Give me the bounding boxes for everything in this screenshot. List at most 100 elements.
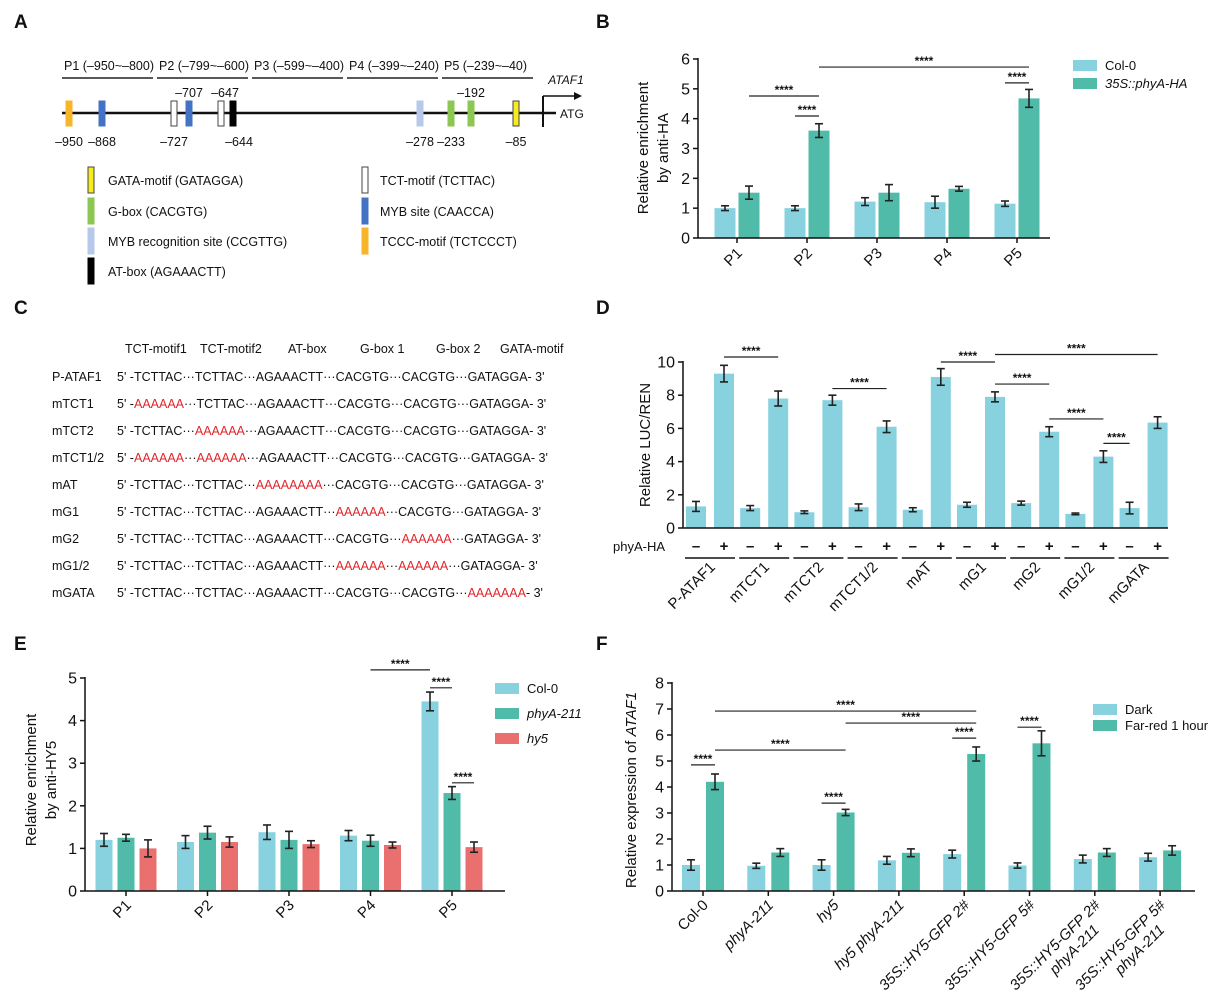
bar: [1008, 865, 1027, 891]
bar: [362, 840, 379, 891]
y-axis-label: Relative enrichment: [635, 81, 652, 214]
sequence-prefix: 5' -: [117, 505, 134, 519]
sequence-row: 5' -TCTTAC···TCTTAC···AGAAACTT···AAAAAA·…: [117, 505, 541, 519]
sequence-gap: ···: [389, 586, 402, 600]
sequence-gap: ···: [455, 370, 468, 384]
bar: [1119, 508, 1140, 528]
column-header: G-box 2: [436, 342, 481, 356]
sequence-row: 5' -TCTTAC···TCTTAC···AAAAAAAA···CACGTG·…: [117, 478, 544, 492]
legend-swatch-tct: [361, 166, 369, 194]
treatment-sign: –: [1071, 538, 1079, 555]
sequence-gap: ···: [323, 559, 336, 573]
significance-stars: ****: [1008, 70, 1027, 84]
significance-stars: ****: [1020, 714, 1039, 728]
sequence-gap: ···: [245, 424, 258, 438]
treatment-sign: –: [963, 538, 971, 555]
treatment-sign: –: [800, 538, 808, 555]
sequence-gap: ···: [243, 532, 256, 546]
bar: [682, 865, 700, 891]
legend-swatch: [1093, 704, 1117, 715]
treatment-sign: +: [1153, 538, 1162, 555]
legend-swatch-gata: [87, 166, 95, 194]
motif-position-label: –647: [211, 86, 239, 100]
sequence-gap: ···: [323, 370, 336, 384]
bar: [738, 192, 760, 238]
sequence-suffix: - 3': [529, 397, 546, 411]
x-tick-label: P5: [1001, 245, 1026, 270]
y-axis-label-part: Relative expression of: [623, 736, 640, 888]
x-tick-label: mAT: [902, 559, 936, 593]
bar: [1011, 503, 1032, 528]
treatment-sign: –: [692, 538, 700, 555]
legend-swatch: [495, 708, 519, 719]
motif-position-label: –278: [406, 135, 434, 149]
sequence-gap: ···: [323, 532, 336, 546]
motif-segment: GATAGGA: [461, 559, 522, 573]
bar: [822, 400, 843, 528]
bar: [877, 860, 896, 891]
y-axis-label-part: ATAF1: [623, 692, 640, 737]
construct-name: mTCT2: [52, 424, 94, 438]
y-tick-label: 4: [666, 454, 675, 471]
sequence-gap: ···: [182, 586, 195, 600]
legend-label: 35S::phyA-HA: [1105, 76, 1187, 91]
bar: [280, 839, 298, 891]
x-tick-label: P-ATAF1: [665, 559, 719, 613]
mutated-segment: AAAAAAAA: [256, 478, 323, 492]
significance-stars: ****: [850, 376, 869, 390]
bar: [876, 426, 897, 528]
x-tick-label: hy5: [813, 896, 843, 926]
motif-segment: CACGTG: [339, 451, 392, 465]
motif-at-marker: [229, 100, 237, 127]
sequence-gap: ···: [448, 559, 461, 573]
y-tick-label: 8: [655, 676, 664, 693]
bar: [302, 844, 320, 891]
significance-stars: ****: [771, 737, 790, 751]
sequence-suffix: - 3': [526, 586, 543, 600]
x-tick-label: P1: [721, 245, 746, 270]
sequence-table: TCT-motif1 TCT-motif2 AT-box G-box 1 G-box 2…: [52, 342, 564, 600]
y-tick-label: 1: [655, 858, 664, 875]
panel-label: B: [596, 12, 610, 33]
motif-segment: TCTTAC: [134, 478, 182, 492]
x-tick-label: P2: [191, 897, 216, 922]
sequence-gap: ···: [243, 586, 256, 600]
bar: [747, 865, 766, 891]
motif-position-label: –727: [160, 135, 188, 149]
sequence-gap: ···: [184, 397, 197, 411]
bar: [768, 398, 789, 528]
motif-position-label: –950: [55, 135, 83, 149]
y-tick-label: 4: [681, 111, 690, 128]
promoter-diagram: P1 (–950~–800) P2 (–799~–600) P3 (–599~–40…: [55, 59, 584, 285]
motif-segment: CACGTG: [402, 586, 455, 600]
motif-segment: AGAAACTT: [257, 397, 325, 411]
legend-label: TCT-motif (TCTTAC): [380, 174, 495, 188]
sequence-gap: ···: [243, 559, 256, 573]
construct-name: P-ATAF1: [52, 370, 102, 384]
motif-myb-marker: [185, 100, 193, 127]
panel-label: C: [14, 298, 28, 319]
motif-segment: CACGTG: [336, 370, 389, 384]
sequence-gap: ···: [182, 505, 195, 519]
sequence-row: 5' -AAAAAA···AAAAAA···AGAAACTT···CACGTG·…: [117, 451, 548, 465]
bar: [199, 832, 216, 891]
y-tick-label: 8: [666, 388, 675, 405]
bar: [784, 208, 806, 238]
x-tick-label: P2: [791, 245, 816, 270]
bar: [686, 506, 706, 528]
construct-name: mAT: [52, 478, 78, 492]
bar: [117, 837, 135, 891]
bar: [901, 852, 920, 891]
treatment-sign: +: [1045, 538, 1054, 555]
y-tick-label: 1: [681, 201, 690, 218]
motif-segment: CACGTG: [405, 451, 458, 465]
sequence-gap: ···: [454, 478, 467, 492]
bar: [1093, 456, 1114, 528]
bar: [1097, 852, 1116, 891]
bar: [854, 201, 876, 238]
bar: [1032, 743, 1051, 891]
sequence-gap: ···: [452, 532, 465, 546]
y-tick-label: 5: [655, 754, 664, 771]
bar: [465, 847, 483, 891]
